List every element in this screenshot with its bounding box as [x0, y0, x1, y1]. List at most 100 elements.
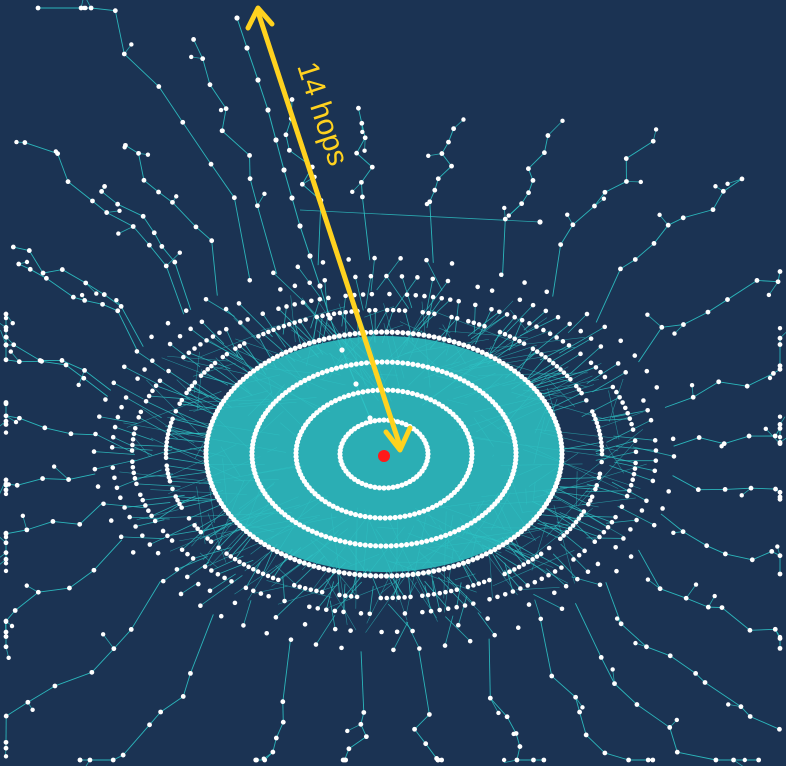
node-layer: [3, 5, 783, 763]
graph-node: [653, 448, 659, 453]
graph-edge: [445, 616, 471, 642]
graph-node: [387, 515, 393, 521]
graph-node: [266, 593, 271, 599]
graph-node: [363, 482, 369, 488]
graph-edge: [209, 573, 236, 592]
graph-edge: [132, 226, 150, 246]
graph-edge: [482, 527, 559, 529]
graph-edge: [457, 384, 595, 431]
graph-node: [350, 189, 355, 195]
graph-edge: [534, 599, 542, 620]
graph-node: [631, 471, 637, 477]
graph-node: [541, 327, 546, 333]
graph-node: [430, 294, 436, 300]
graph-edge: [727, 280, 758, 300]
graph-node: [726, 702, 731, 707]
graph-node: [405, 572, 411, 578]
graph-node: [469, 456, 475, 462]
graph-node: [120, 752, 126, 758]
graph-node: [402, 611, 408, 616]
graph-node: [260, 571, 266, 577]
graph-node: [338, 364, 344, 370]
graph-node: [578, 351, 583, 357]
graph-node: [777, 342, 783, 347]
graph-node: [184, 574, 190, 580]
graph-node: [492, 356, 498, 362]
graph-edge: [114, 10, 125, 55]
graph-edge: [315, 614, 336, 645]
graph-node: [573, 383, 579, 389]
graph-node: [517, 744, 523, 749]
graph-node: [777, 553, 783, 559]
graph-node: [337, 592, 342, 598]
graph-node: [632, 466, 638, 471]
graph-node: [293, 519, 299, 526]
graph-node: [470, 557, 476, 563]
graph-node: [343, 309, 348, 315]
graph-edge: [620, 259, 636, 270]
graph-edge: [470, 499, 562, 506]
graph-node: [59, 358, 65, 363]
graph-node: [292, 345, 298, 351]
graph-node: [131, 470, 137, 476]
graph-node: [435, 176, 441, 182]
graph-node: [231, 195, 237, 201]
graph-node: [10, 244, 16, 250]
graph-node: [403, 480, 409, 487]
graph-node: [777, 434, 783, 440]
graph-node: [546, 545, 552, 551]
graph-node: [203, 454, 209, 461]
graph-node: [413, 292, 419, 298]
graph-node: [515, 531, 521, 537]
graph-node: [465, 584, 471, 590]
graph-node: [479, 512, 485, 519]
graph-edge: [514, 550, 549, 576]
graph-edge: [161, 357, 241, 389]
graph-edge: [202, 504, 301, 532]
graph-node: [271, 270, 276, 276]
graph-node: [565, 212, 570, 217]
graph-node: [634, 517, 639, 523]
graph-node: [180, 694, 186, 699]
graph-node: [348, 628, 353, 633]
graph-edge: [116, 469, 162, 489]
graph-node: [170, 199, 175, 205]
graph-edge: [54, 671, 93, 687]
graph-node: [241, 341, 247, 346]
graph-node: [777, 426, 783, 431]
graph-edge: [467, 311, 500, 337]
graph-edge: [61, 360, 85, 371]
graph-node: [426, 333, 432, 339]
graph-node: [200, 56, 206, 62]
graph-node: [372, 307, 378, 313]
graph-node: [394, 573, 400, 579]
graph-edge: [605, 582, 622, 624]
graph-node: [79, 292, 85, 298]
graph-edge: [28, 250, 44, 274]
graph-edge: [0, 559, 7, 565]
graph-edge: [195, 226, 212, 242]
graph-node: [441, 336, 447, 342]
graph-node: [357, 541, 363, 548]
graph-node: [441, 497, 447, 504]
graph-edge: [547, 120, 563, 136]
graph-edge: [207, 513, 227, 563]
graph-edge: [553, 505, 575, 584]
graph-edge: [447, 399, 468, 406]
graph-node: [434, 502, 440, 508]
graph-edge: [175, 410, 212, 429]
graph-edge: [386, 275, 410, 309]
graph-node: [250, 534, 256, 540]
graph-node: [293, 454, 299, 460]
graph-node: [390, 387, 396, 393]
graph-node: [445, 606, 451, 612]
graph-edge: [99, 416, 138, 424]
graph-node: [331, 334, 337, 340]
graph-edge: [0, 322, 7, 328]
graph-node: [167, 478, 173, 484]
graph-edge: [13, 246, 30, 252]
graph-node: [337, 310, 343, 316]
graph-edge: [445, 314, 507, 362]
graph-edge: [262, 548, 274, 574]
graph-node: [372, 484, 378, 490]
